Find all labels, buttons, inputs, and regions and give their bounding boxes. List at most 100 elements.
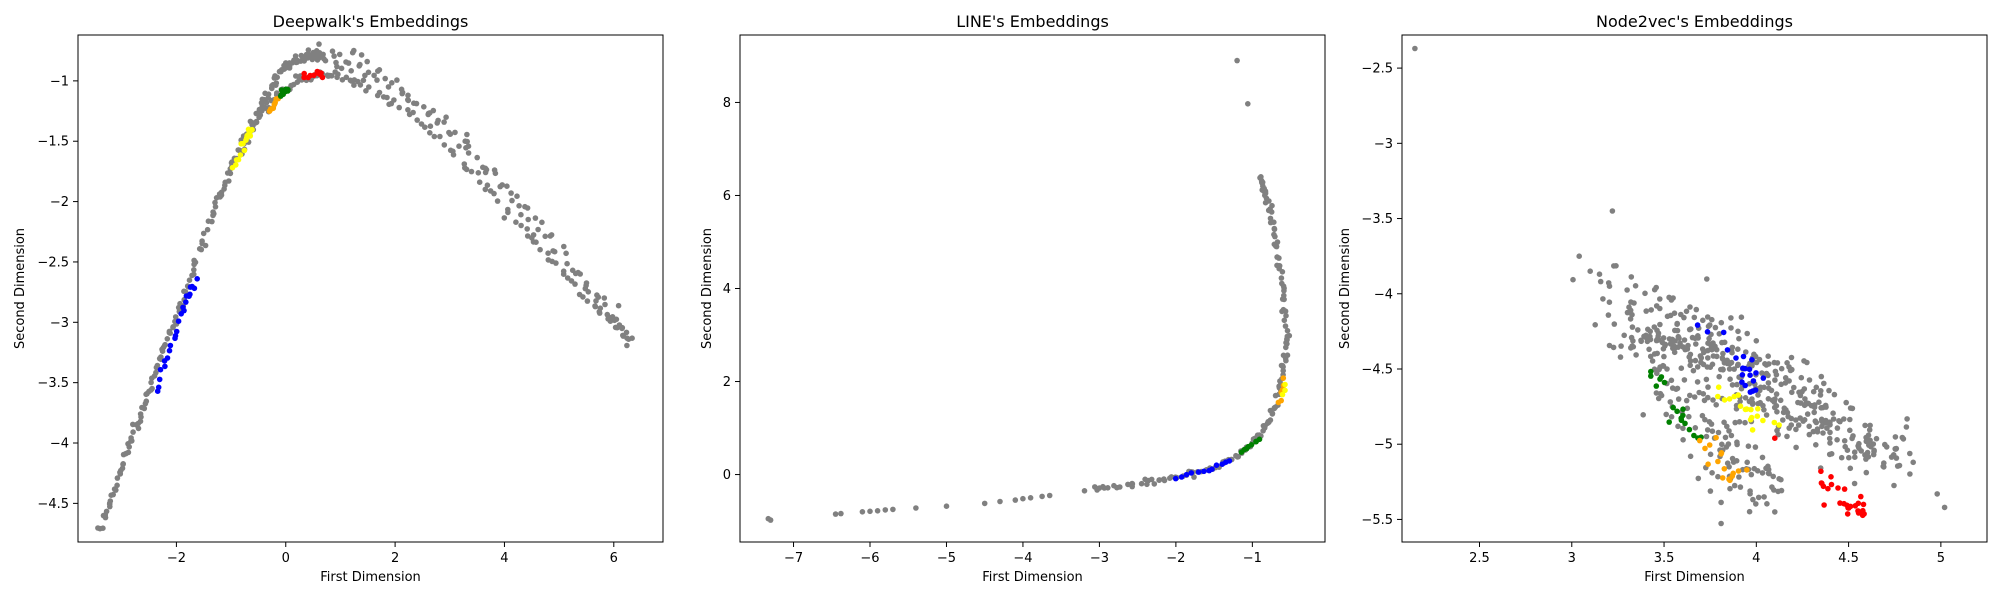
scatter-point [1281,317,1288,324]
scatter-point [1694,364,1701,370]
scatter-point [524,226,530,232]
scatter-point [172,314,179,320]
scatter-point [120,461,126,468]
scatter-point [1866,427,1873,433]
scatter-point [1742,395,1749,401]
scatter-point [1744,459,1750,466]
scatter-point [1810,388,1817,395]
scatter-point [1687,362,1693,369]
scatter-point [1687,358,1694,364]
scatter-point [117,471,124,477]
scatter-point [364,58,371,65]
scatter-point [1667,399,1674,405]
scatter-point [1718,319,1725,326]
scatter-point [584,298,591,304]
scatter-point [1736,419,1743,425]
scatter-point [1812,418,1819,424]
scatter-point [1617,354,1624,360]
scatter-point [1803,400,1810,406]
scatter-point [1283,312,1289,319]
scatter-point [1726,366,1733,372]
y-tick-label: −1.5 [37,135,69,150]
scatter-point [1682,346,1688,353]
scatter-point [1683,397,1690,404]
scatter-point [162,342,168,349]
scatter-point [867,508,873,515]
scatter-point [1746,508,1753,515]
scatter-point [1705,461,1711,468]
scatter-point [1718,450,1725,456]
scatter-point [1780,417,1786,423]
scatter-point [1735,328,1741,335]
chart-title: Node2vec's Embeddings [1596,12,1793,31]
scatter-point [1630,338,1636,344]
scatter-point [1621,332,1627,339]
scatter-point [259,96,266,103]
scatter-point [441,142,448,148]
scatter-point [1751,351,1757,358]
scatter-point [518,222,524,229]
scatter-point [1686,426,1693,433]
scatter-point [1715,473,1721,480]
scatter-point [1709,428,1716,435]
scatter-point [421,104,427,110]
scatter-point [1728,315,1734,321]
scatter-point [1278,275,1285,281]
scatter-point [351,82,357,88]
scatter-point [1161,476,1167,482]
scatter-point [286,65,293,71]
scatter-point [997,498,1003,505]
scatter-point [1733,406,1740,412]
scatter-point [1775,431,1781,438]
scatter-point [1750,496,1756,503]
scatter-point [1784,433,1790,440]
scatter-point [1835,485,1841,491]
scatter-point [172,332,179,339]
scatter-point [1788,354,1795,361]
scatter-point [1818,373,1825,380]
scatter-point [389,80,395,86]
scatter-point [1827,429,1833,436]
scatter-point [1740,353,1747,360]
scatter-point [1820,430,1826,436]
scatter-point [1763,412,1770,418]
x-tick-label: 4 [1752,551,1760,566]
scatter-point [1764,501,1770,507]
scatter-point [301,74,307,81]
scatter-point [1706,442,1713,448]
scatter-point [427,130,433,136]
x-axis-label: First Dimension [1644,570,1745,585]
x-tick-label: −2 [167,551,186,566]
scatter-point [1726,428,1732,434]
scatter-point [434,120,441,126]
scatter-point [1888,454,1895,460]
scatter-point [1707,322,1713,328]
axis-ticks: 2.5 3 3.5 4 4.5 5 −5.5 −5 −4.5 −4 −3.5 −3 −2.5 [1361,62,1945,566]
scatter-point [1772,509,1778,515]
scatter-point [1751,465,1758,472]
scatter-point [1737,484,1744,490]
scatter-point [1678,365,1685,372]
x-tick-label: 3 [1568,551,1576,566]
scatter-point [1862,422,1868,429]
scatter-point [1851,480,1858,487]
scatter-point [1611,321,1618,327]
scatter-point [1256,432,1262,438]
scatter-point [1762,361,1768,367]
scatter-point [1675,333,1682,340]
scatter-point [501,215,508,221]
scatter-point [1753,501,1759,507]
scatter-point [1191,474,1197,480]
scatter-point [349,49,356,56]
scatter-point [1712,324,1719,331]
scatter-point [516,203,522,209]
scatter-point [1761,384,1767,391]
scatter-point [1286,332,1293,339]
scatter-point [1735,468,1742,474]
scatter-point [1654,350,1660,357]
scatter-point [981,500,988,507]
scatter-point [1849,405,1856,412]
scatter-point [539,219,545,226]
scatter-point [1624,309,1631,316]
scatter-point [592,303,599,310]
